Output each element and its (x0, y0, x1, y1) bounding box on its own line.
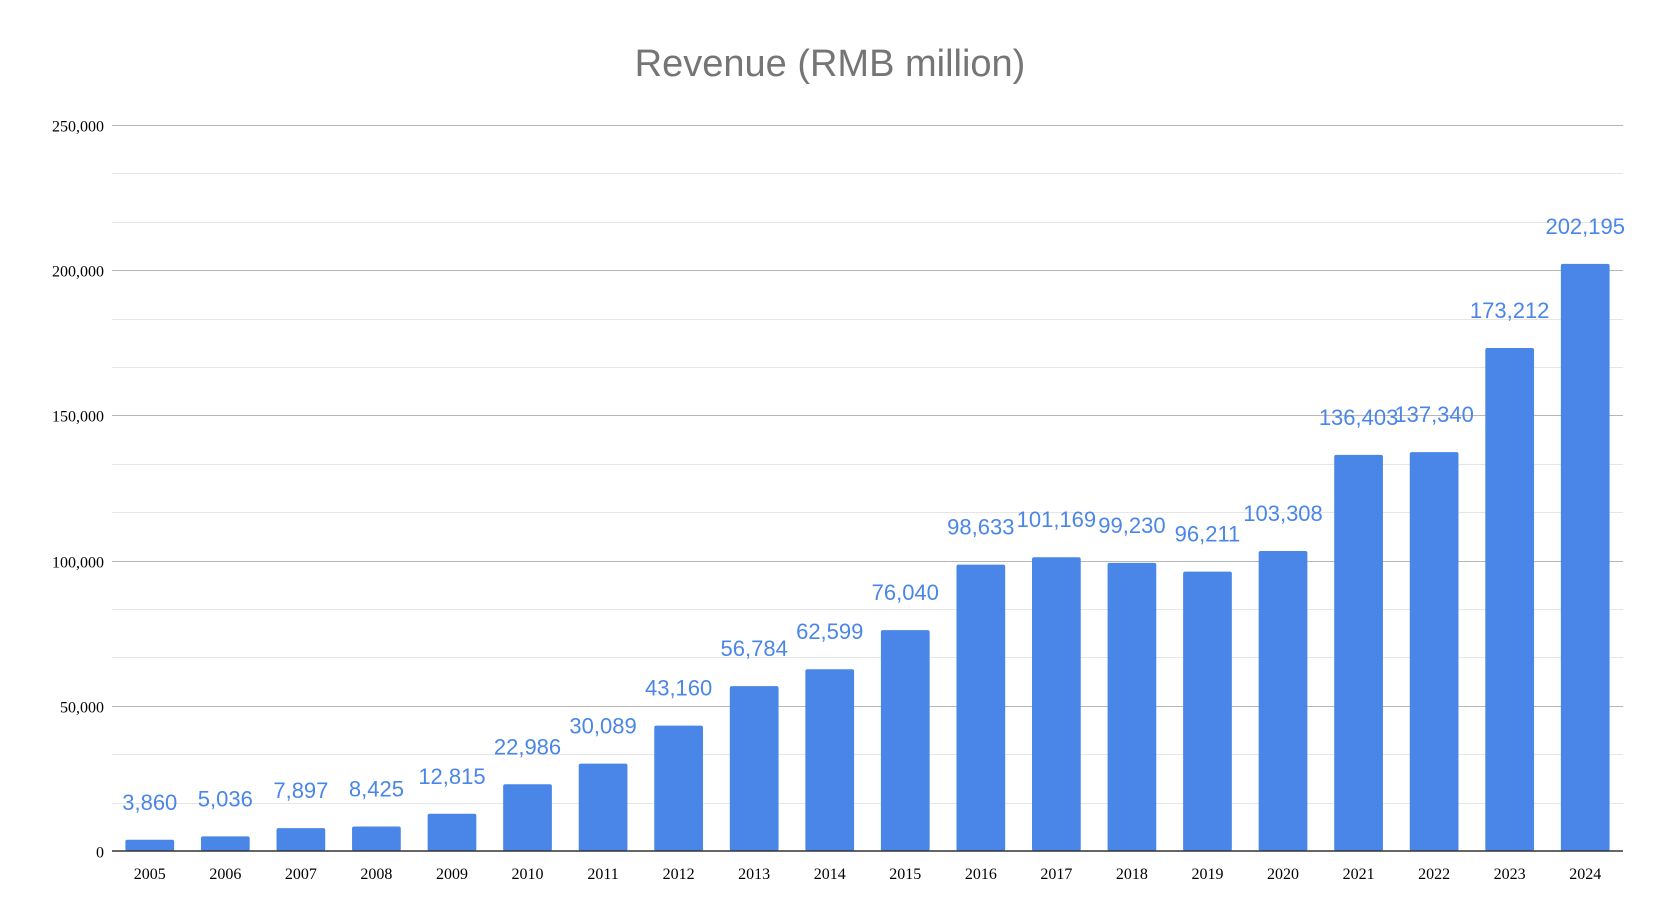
data-labels: 3,860 5,036 7,897 8,425 12,815 22,986 30,089 43… (122, 214, 1625, 815)
data-label: 202,195 (1545, 214, 1625, 239)
bar-2018 (1107, 562, 1157, 851)
bar-2010 (503, 784, 552, 851)
data-label: 43,160 (645, 676, 712, 701)
bar-2022 (1409, 452, 1459, 851)
x-tick-label: 2022 (1418, 866, 1450, 883)
bar-2016 (956, 564, 1006, 851)
x-tick-label: 2005 (134, 866, 166, 883)
bar-2008 (352, 826, 401, 851)
chart-title: Revenue (RMB million) (635, 43, 1026, 85)
y-axis-ticks: 0 50,000 100,000 150,000 200,000 250,000 (52, 119, 104, 862)
gridlines (112, 125, 1623, 804)
x-tick-label: 2015 (889, 866, 921, 883)
y-tick-label: 50,000 (60, 700, 104, 717)
x-tick-label: 2010 (512, 866, 544, 883)
x-tick-label: 2021 (1343, 866, 1375, 883)
x-tick-label: 2009 (436, 866, 468, 883)
data-label: 56,784 (721, 636, 788, 661)
x-tick-label: 2024 (1569, 866, 1601, 883)
x-tick-label: 2008 (360, 866, 392, 883)
data-label: 137,340 (1394, 402, 1474, 427)
x-tick-label: 2019 (1191, 866, 1223, 883)
x-tick-label: 2006 (209, 866, 241, 883)
bar-2021 (1334, 454, 1383, 851)
x-axis-ticks: 2005 2006 2007 2008 2009 2010 2011 2012 2013 2014… (134, 866, 1601, 883)
data-label: 76,040 (872, 580, 939, 605)
bar-2015 (880, 630, 930, 851)
data-label: 98,633 (947, 515, 1014, 540)
y-tick-label: 250,000 (52, 119, 104, 136)
y-tick-label: 0 (96, 845, 104, 862)
data-label: 101,169 (1017, 507, 1097, 532)
x-tick-label: 2017 (1040, 866, 1072, 883)
bar-2014 (805, 669, 855, 851)
data-label: 62,599 (796, 619, 863, 644)
y-tick-label: 100,000 (52, 555, 104, 572)
x-tick-label: 2014 (814, 866, 846, 883)
y-tick-label: 200,000 (52, 264, 104, 281)
data-label: 30,089 (569, 714, 636, 739)
data-label: 99,230 (1098, 513, 1165, 538)
y-tick-label: 150,000 (52, 409, 104, 426)
data-label: 96,211 (1175, 522, 1241, 547)
x-tick-label: 2007 (285, 866, 317, 883)
x-tick-label: 2020 (1267, 866, 1299, 883)
data-label: 8,425 (349, 777, 404, 802)
data-label: 136,403 (1319, 405, 1399, 430)
bar-2012 (654, 725, 703, 851)
data-label: 12,815 (418, 764, 485, 789)
bar-2011 (578, 763, 628, 851)
x-tick-label: 2016 (965, 866, 997, 883)
bar-2020 (1258, 550, 1308, 851)
bar-2009 (427, 813, 477, 851)
x-tick-label: 2012 (663, 866, 695, 883)
data-label: 173,212 (1470, 298, 1550, 323)
data-label: 3,860 (122, 790, 177, 815)
bar-2007 (276, 828, 326, 851)
x-tick-label: 2011 (587, 866, 618, 883)
bar-2005 (125, 839, 175, 851)
bars (125, 263, 1610, 852)
bar-2024 (1560, 263, 1610, 852)
data-label: 103,308 (1243, 501, 1323, 526)
bar-2019 (1183, 571, 1232, 851)
data-label: 5,036 (198, 786, 253, 811)
bar-2023 (1485, 347, 1535, 851)
bar-2013 (729, 686, 779, 851)
data-label: 22,986 (494, 734, 561, 759)
x-tick-label: 2023 (1494, 866, 1526, 883)
data-label: 7,897 (273, 778, 328, 803)
bar-2017 (1032, 557, 1081, 851)
x-tick-label: 2018 (1116, 866, 1148, 883)
bar-2006 (200, 836, 250, 851)
x-tick-label: 2013 (738, 866, 770, 883)
